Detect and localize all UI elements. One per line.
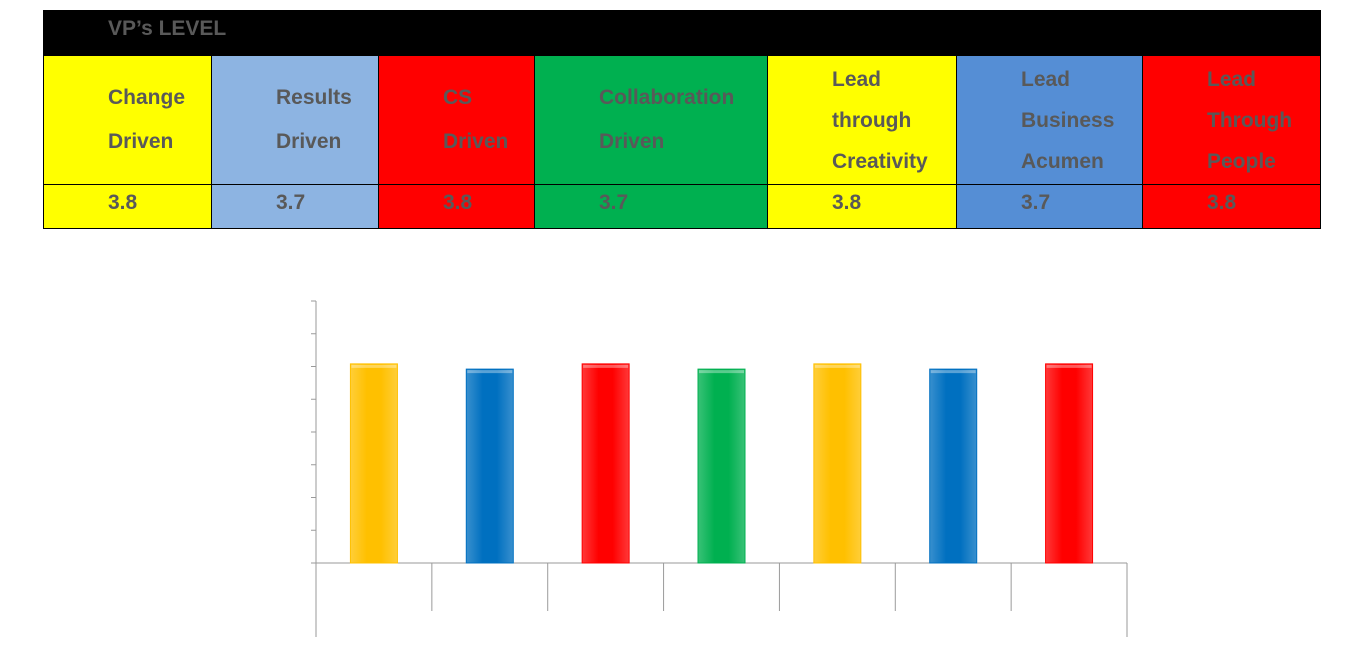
table-score-cell: 3.8: [378, 184, 535, 229]
bar-1: [349, 363, 398, 564]
table-title-cell: VP’s LEVEL: [42, 10, 1322, 56]
table-header-cell: CS Driven: [378, 55, 535, 185]
column-header-label: Lead Through People: [1207, 67, 1293, 173]
bar-highlight: [930, 370, 976, 374]
table-score-cell: 3.8: [1141, 184, 1322, 229]
column-header-label: Collaboration Driven: [599, 86, 735, 153]
bar-highlight: [583, 364, 629, 368]
table-header-cell: Lead Through People: [1141, 55, 1322, 185]
table-header-row: Change Driven Results Driven CS Driven Collabo…: [43, 55, 1322, 185]
bar-4: [697, 368, 746, 564]
vp-level-table: VP’s LEVEL Change Driven Results Driven CS Dr…: [42, 10, 1322, 229]
table-score-cell: 3.7: [956, 184, 1143, 229]
table-score-cell: 3.7: [211, 184, 379, 229]
chart-bars: [349, 363, 1094, 564]
table-header-cell: Collaboration Driven: [534, 55, 768, 185]
bar-5: [813, 363, 862, 564]
bar-6: [929, 368, 978, 564]
bar-highlight: [467, 370, 513, 374]
bar-highlight: [1046, 364, 1092, 368]
column-header-label: Lead Business Acumen: [1021, 67, 1115, 173]
bar-highlight: [351, 364, 397, 368]
column-header-label: Results Driven: [276, 86, 352, 153]
bar-2: [465, 368, 514, 564]
table-score-row: 3.8 3.7 3.8 3.7 3.8 3.7 3.8: [43, 184, 1322, 229]
column-header-label: Lead through Creativity: [832, 67, 928, 173]
table-header-cell: Results Driven: [211, 55, 379, 185]
score-value: 3.7: [599, 191, 629, 214]
column-header-label: Change Driven: [108, 86, 186, 153]
bar-7: [1045, 363, 1094, 564]
score-value: 3.8: [443, 191, 473, 214]
table-header-cell: Lead through Creativity: [767, 55, 957, 185]
bar-3: [581, 363, 630, 564]
score-value: 3.8: [1207, 191, 1237, 214]
table-title: VP’s LEVEL: [108, 17, 227, 40]
score-value: 3.7: [1021, 191, 1051, 214]
column-header-label: CS Driven: [443, 86, 509, 153]
table-score-cell: 3.8: [767, 184, 957, 229]
table-header-cell: Lead Business Acumen: [956, 55, 1143, 185]
score-value: 3.8: [108, 191, 138, 214]
table-score-cell: 3.8: [43, 184, 212, 229]
score-value: 3.8: [832, 191, 862, 214]
score-value: 3.7: [276, 191, 306, 214]
bar-highlight: [699, 370, 744, 374]
bar-highlight: [814, 364, 860, 368]
